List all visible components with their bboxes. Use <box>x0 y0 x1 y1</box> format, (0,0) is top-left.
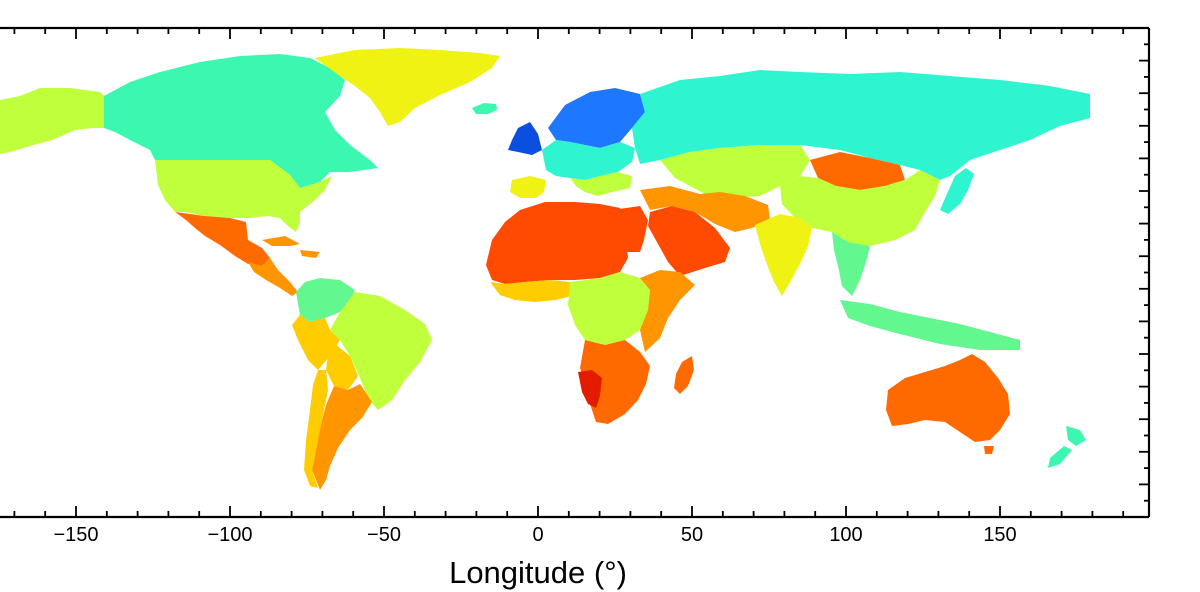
region-greenland <box>315 48 500 126</box>
region-new-zealand <box>1048 426 1086 468</box>
region-caribbean <box>262 236 320 258</box>
region-tasmania <box>984 446 994 454</box>
region-namibia <box>578 370 602 408</box>
x-axis-label: Longitude (°) <box>449 555 627 590</box>
region-iceland <box>472 103 497 114</box>
region-united-states <box>155 160 332 232</box>
region-japan <box>940 168 974 214</box>
land-regions <box>0 48 1090 490</box>
x-tick-labels: −150 −100 −50 0 50 100 150 <box>53 524 1016 546</box>
region-canada <box>104 54 378 188</box>
region-scandinavia <box>548 88 645 148</box>
x-tick-label: −150 <box>53 524 98 546</box>
region-kazakhstan <box>660 145 810 198</box>
region-madagascar <box>674 356 694 394</box>
axis-ticks <box>13 27 1149 518</box>
region-west-africa <box>490 280 575 302</box>
x-tick-label: 50 <box>681 524 703 546</box>
region-east-africa <box>640 270 695 352</box>
region-china <box>780 170 940 246</box>
region-indonesia <box>840 300 1020 350</box>
region-italy-balkans <box>570 172 632 196</box>
region-arabian-peninsula <box>648 206 730 276</box>
region-australia <box>886 354 1010 442</box>
x-tick-label: 150 <box>983 524 1016 546</box>
x-tick-label: −100 <box>207 524 252 546</box>
region-southeast-asia <box>832 232 870 296</box>
region-alaska <box>0 88 104 154</box>
region-chile <box>304 370 328 488</box>
region-russia <box>632 70 1090 180</box>
region-central-africa <box>568 272 650 345</box>
region-bolivia <box>326 340 358 390</box>
region-central-america <box>248 258 298 296</box>
region-colombia <box>296 278 355 322</box>
region-iberia <box>510 176 546 198</box>
x-tick-label: 0 <box>532 524 543 546</box>
region-brazil <box>330 292 432 410</box>
region-india <box>755 214 812 296</box>
region-argentina <box>312 384 372 490</box>
region-united-kingdom <box>508 122 542 155</box>
region-egypt <box>612 206 648 252</box>
region-mexico <box>175 212 270 266</box>
x-tick-label: 100 <box>829 524 862 546</box>
region-north-africa <box>486 202 628 284</box>
region-iran <box>640 186 770 232</box>
region-mongolia <box>810 152 905 190</box>
region-western-europe <box>542 140 635 180</box>
x-tick-label: −50 <box>367 524 401 546</box>
